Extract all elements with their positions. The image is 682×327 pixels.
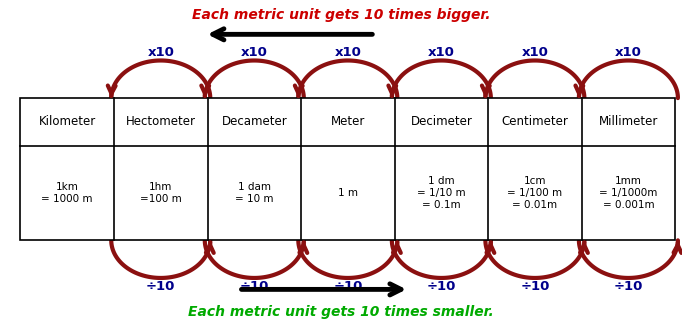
Text: ÷10: ÷10 [520, 280, 550, 293]
Text: Millimeter: Millimeter [599, 115, 658, 128]
Text: x10: x10 [428, 46, 455, 59]
Text: Meter: Meter [331, 115, 365, 128]
Text: Each metric unit gets 10 times smaller.: Each metric unit gets 10 times smaller. [188, 305, 494, 319]
Text: 1mm
= 1/1000m
= 0.001m: 1mm = 1/1000m = 0.001m [599, 176, 657, 210]
Text: 1hm
=100 m: 1hm =100 m [140, 182, 181, 204]
Text: ÷10: ÷10 [333, 280, 363, 293]
Text: ÷10: ÷10 [427, 280, 456, 293]
Text: ÷10: ÷10 [239, 280, 269, 293]
Text: 1km
= 1000 m: 1km = 1000 m [42, 182, 93, 204]
Text: x10: x10 [334, 46, 361, 59]
Text: Each metric unit gets 10 times bigger.: Each metric unit gets 10 times bigger. [192, 8, 490, 22]
Text: ÷10: ÷10 [146, 280, 175, 293]
Text: Decameter: Decameter [222, 115, 287, 128]
Text: 1cm
= 1/100 m
= 0.01m: 1cm = 1/100 m = 0.01m [507, 176, 563, 210]
Bar [20, 98, 675, 240]
Text: Decimeter: Decimeter [411, 115, 473, 128]
Text: 1 m: 1 m [338, 188, 358, 198]
Text: 1 dam
= 10 m: 1 dam = 10 m [235, 182, 273, 204]
Text: Centimeter: Centimeter [501, 115, 568, 128]
Text: x10: x10 [241, 46, 268, 59]
Text: Hectometer: Hectometer [125, 115, 196, 128]
Text: x10: x10 [615, 46, 642, 59]
Text: x10: x10 [147, 46, 174, 59]
Text: x10: x10 [522, 46, 548, 59]
Text: ÷10: ÷10 [614, 280, 643, 293]
Text: 1 dm
= 1/10 m
= 0.1m: 1 dm = 1/10 m = 0.1m [417, 176, 466, 210]
Text: Kilometer: Kilometer [39, 115, 96, 128]
